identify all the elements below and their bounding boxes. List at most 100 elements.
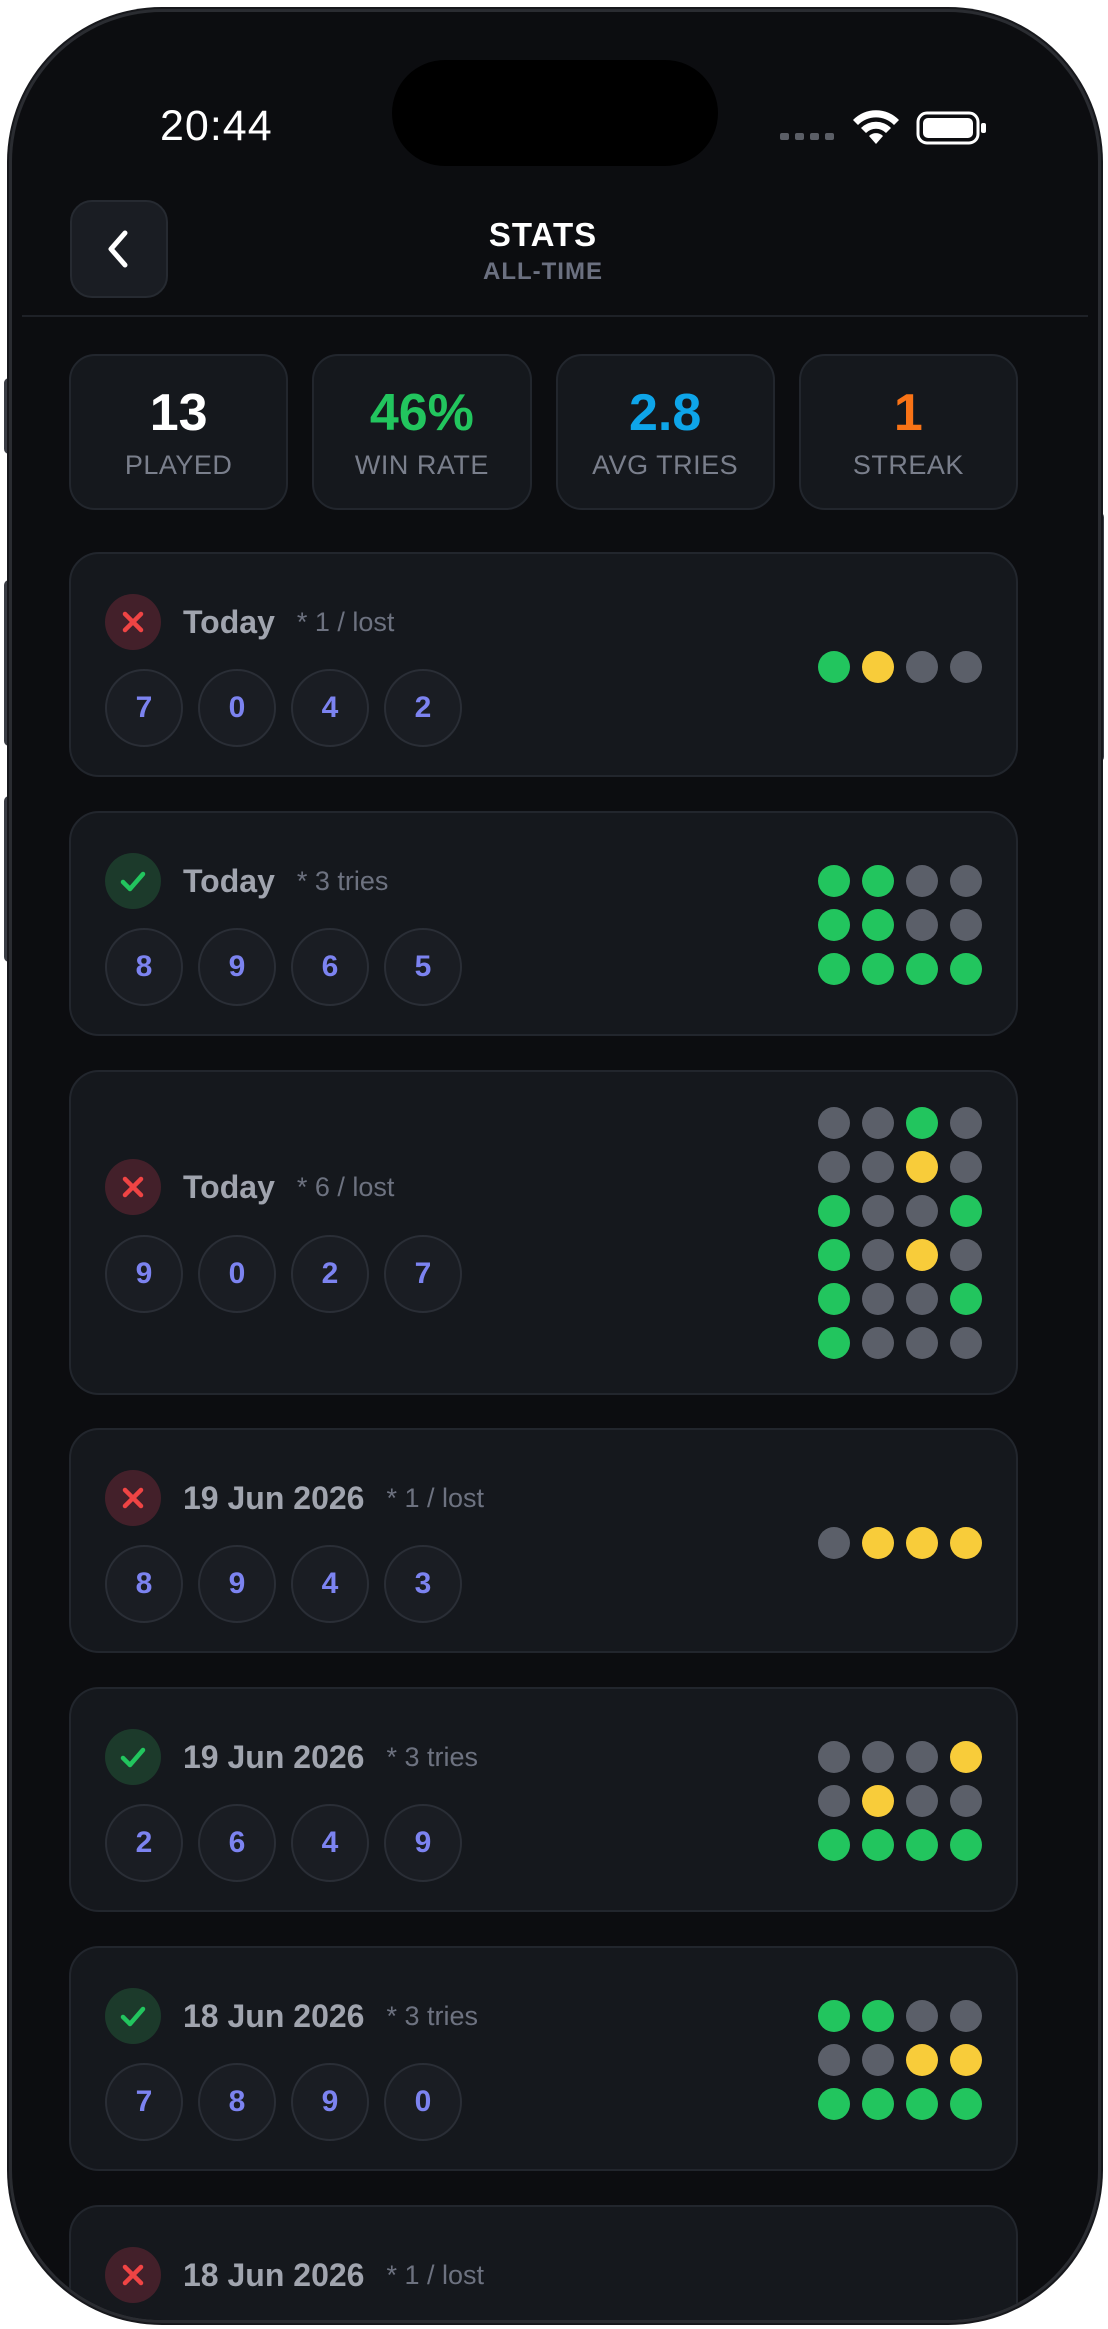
win-icon [105, 853, 161, 909]
guess-digit: 9 [198, 1545, 276, 1623]
action-button [4, 378, 14, 454]
wrong-dot [906, 1195, 938, 1227]
wrong-dot [950, 1239, 982, 1271]
cellular-signal-icon [780, 132, 834, 140]
header-divider [22, 315, 1088, 317]
misplaced-dot [906, 1151, 938, 1183]
correct-dot [950, 2088, 982, 2120]
guess-digit: 4 [291, 1545, 369, 1623]
wrong-dot [862, 1151, 894, 1183]
correct-dot [906, 953, 938, 985]
guess-digit: 0 [384, 2063, 462, 2141]
wrong-dot [950, 2000, 982, 2032]
game-date: 19 Jun 2026 [183, 1738, 365, 1775]
guess-digit: 8 [105, 928, 183, 1006]
correct-dot [950, 1283, 982, 1315]
correct-dot [862, 1829, 894, 1861]
win-rate-value: 46% [369, 383, 474, 442]
game-meta: * 1 / lost [296, 606, 395, 637]
game-date: Today [183, 1168, 275, 1205]
misplaced-dot [906, 2044, 938, 2076]
correct-dot [950, 1829, 982, 1861]
page-title: STATS [488, 216, 598, 253]
game-card[interactable]: 18 Jun 2026 * 1 / lost [69, 2205, 1018, 2320]
game-meta: * 3 tries [296, 865, 389, 896]
streak-value: 1 [893, 383, 923, 442]
wrong-dot [818, 1785, 850, 1817]
correct-dot [818, 953, 850, 985]
wrong-dot [818, 1741, 850, 1773]
wrong-dot [818, 1107, 850, 1139]
correct-dot [862, 2088, 894, 2120]
battery-icon [916, 111, 986, 145]
correct-dot [906, 2088, 938, 2120]
guess-digit: 2 [291, 1235, 369, 1313]
wrong-dot [906, 1785, 938, 1817]
wrong-dot [862, 1239, 894, 1271]
misplaced-dot [906, 1527, 938, 1559]
wrong-dot [906, 1283, 938, 1315]
guess-digit: 8 [198, 2063, 276, 2141]
played-value: 13 [149, 383, 208, 442]
game-meta: * 1 / lost [386, 1482, 484, 1513]
wrong-dot [906, 2000, 938, 2032]
wrong-dot [950, 1785, 982, 1817]
correct-dot [818, 1829, 850, 1861]
avg-tries-label: AVG TRIES [592, 449, 739, 480]
game-meta: * 3 tries [386, 2000, 478, 2031]
guess-digit: 9 [105, 1235, 183, 1313]
wrong-dot [906, 651, 938, 683]
tile-win-rate: 46% WIN RATE [312, 354, 532, 510]
tile-streak: 1 STREAK [798, 354, 1018, 510]
loss-icon [105, 1470, 161, 1526]
wrong-dot [950, 1151, 982, 1183]
loss-icon [105, 594, 161, 650]
avg-tries-value: 2.8 [628, 383, 702, 442]
correct-dot [818, 1283, 850, 1315]
guess-digit: 4 [291, 669, 369, 747]
status-time: 20:44 [160, 102, 273, 150]
correct-dot [818, 651, 850, 683]
guess-digit: 7 [384, 1235, 462, 1313]
correct-dot [818, 865, 850, 897]
wrong-dot [862, 1327, 894, 1359]
win-rate-label: WIN RATE [354, 449, 489, 480]
wrong-dot [862, 1195, 894, 1227]
misplaced-dot [906, 1239, 938, 1271]
correct-dot [818, 1195, 850, 1227]
wrong-dot [862, 1107, 894, 1139]
wrong-dot [862, 2044, 894, 2076]
game-meta: * 6 / lost [296, 1171, 395, 1202]
misplaced-dot [950, 1527, 982, 1559]
dynamic-island [392, 60, 718, 166]
win-icon [105, 1729, 161, 1785]
chevron-left-icon [108, 230, 128, 268]
summary-tiles: 13 PLAYED 46% WIN RATE 2.8 AVG TRIES 1 S… [69, 354, 1018, 510]
tile-avg-tries: 2.8 AVG TRIES [555, 354, 775, 510]
game-date: Today [183, 862, 275, 899]
wrong-dot [950, 651, 982, 683]
wrong-dot [906, 909, 938, 941]
wifi-icon [853, 110, 899, 144]
misplaced-dot [950, 1741, 982, 1773]
wrong-dot [950, 909, 982, 941]
guess-digit: 7 [105, 2063, 183, 2141]
correct-dot [950, 953, 982, 985]
back-button[interactable] [70, 200, 168, 298]
wrong-dot [950, 1327, 982, 1359]
volume-down-button [4, 796, 14, 962]
loss-icon [105, 1159, 161, 1215]
correct-dot [862, 865, 894, 897]
misplaced-dot [862, 1785, 894, 1817]
misplaced-dot [950, 2044, 982, 2076]
guess-digit: 3 [384, 1545, 462, 1623]
game-meta: * 1 / lost [386, 2259, 484, 2290]
guess-digit: 8 [105, 1545, 183, 1623]
loss-icon [105, 2247, 161, 2303]
